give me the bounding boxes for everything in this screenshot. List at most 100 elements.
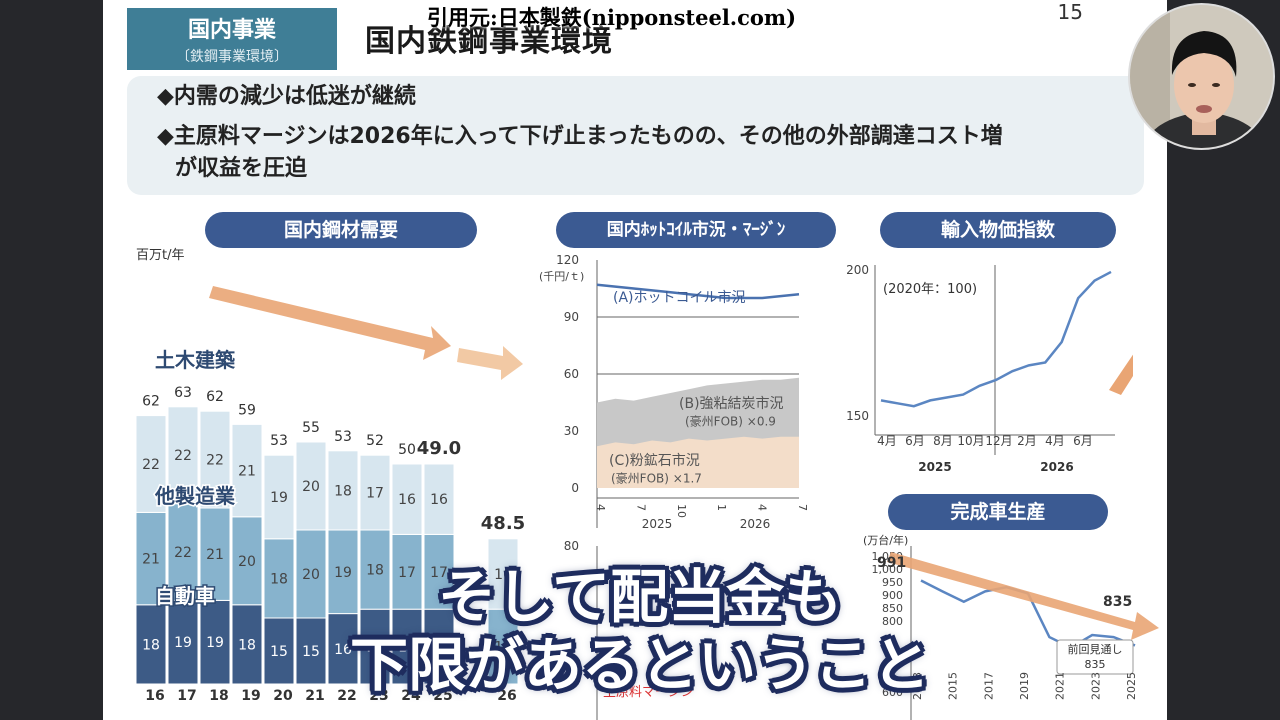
bar-segment [423,533,455,610]
bar-segment [359,608,391,685]
bar-segment [199,599,231,685]
presenter-avatar [1128,3,1275,150]
demand-bar-chart: 18 21 22 62 16 19 22 22 63 17 19 21 22 62 18 18 20 21 59 19… [135,286,525,704]
total-label: 53 [270,433,288,449]
bar-segment [167,406,199,505]
bar-segment [391,608,423,685]
y-tick-label: 850 [882,602,903,615]
x-tick-label: 20 [273,688,293,704]
trend-arrow-2 [457,346,523,380]
x-tick-label: 7 [634,504,647,511]
bar-segment [199,410,231,509]
bar-segment [263,538,295,619]
x-tick-label: 10 [675,504,688,518]
x-tick-label: 2025 [1125,672,1138,700]
forecast-value: 835 [1085,658,1106,671]
bar-segment [295,529,327,619]
x-tick-label: 2023 [1089,672,1102,700]
total-label: 50 [398,442,416,458]
x-tick-label: 26 [497,688,516,704]
x-tick-label: 22 [337,688,356,704]
year-label: 2025 [642,517,673,531]
segment-label: 19 [270,490,288,506]
hotcoil-line [596,283,800,300]
x-tick-label: 25 [433,688,452,704]
chart-import-title: 輸入物価指数 [880,212,1116,248]
series-label: (A)ホットコイル市況 [613,289,746,306]
x-tick-label: 8月 [933,434,953,448]
segment-label: 21 [142,552,160,568]
bar-segment [391,463,423,535]
x-tick-label: 4月 [877,434,897,448]
x-tick-label: 6月 [1073,434,1093,448]
bar-segment [423,608,455,685]
y-tick-label: 800 [882,615,903,628]
trend-arrow [209,286,451,360]
y-tick-label: 600 [882,686,903,699]
segment-label: 18 [270,571,288,587]
x-tick-label: 16 [145,688,164,704]
total-label: 62 [142,394,160,410]
segment-label: 17 [430,640,448,656]
x-tick-label: 12月 [985,434,1012,448]
segment-label: 19 [206,635,224,651]
segment-label: 16 [398,492,416,508]
subtitle-line-1: そして配当金も [437,563,843,631]
badge-line1: 国内事業 [187,18,276,43]
segment-label: 15 [270,644,288,660]
trend-arrow [887,552,1159,640]
y-tick-label: 900 [882,589,903,602]
x-tick-label: 1 [715,504,728,511]
year-label: 2026 [1040,460,1073,474]
segment-label: 21 [238,464,256,480]
y-tick-label: 200 [846,263,869,277]
subtitle-line-2: 下限があるということ [349,631,930,699]
trend-arrow [1109,354,1133,395]
x-tick-label: 2019 [1018,672,1031,700]
y-tick-label: 90 [564,310,579,324]
series-sublabel: (豪州FOB) ×1.7 [611,470,702,485]
hotcoil-line-chart: 0306090120(千円/ｔ)(A)ホットコイル市況(B)強粘結炭市況(豪州F… [539,253,809,720]
segment-label: 18 [334,483,352,499]
y-axis-unit: (千円/ｔ) [539,270,584,283]
import-price-chart: 150 200 (2020年：100) 4月 6月 8月 10月 12月 2月 4月 6月 2025 2… [846,263,1133,474]
x-tick-label: 2015 [947,672,960,700]
segment-label: 17 [430,565,448,581]
year-label: 2025 [918,460,951,474]
iron-ore-area [597,436,799,488]
segment-label: 18 [142,637,160,653]
x-tick-label: 2021 [1054,672,1067,700]
segment-label: 16 [494,567,512,583]
segment-label: 21 [206,547,224,563]
chart-demand-ylabel: 百万t/年 [136,248,185,263]
y-axis-unit: (万台/年) [863,533,908,547]
x-tick-label: 4 [594,504,607,511]
series-label: (C)粉鉱石市況 [609,452,700,469]
value-label: 991 [877,555,906,571]
bar-segment [135,415,167,513]
series-label: 主原料マージン [603,685,694,700]
chart-demand-title: 国内鋼材需要 [205,212,477,248]
bullet-box: ◆内需の減少は低迷が継続 ◆主原料マージンは2026年に入って下げ止まったものの… [127,76,1144,195]
segment-label: 18 [366,563,384,579]
bullet-1: ◆内需の減少は低迷が継続 [157,84,416,109]
x-tick-label: 21 [305,688,324,704]
page-title: 国内鉄鋼事業環境 [365,24,613,59]
page-number: 15 [1057,0,1083,24]
slide: 国内事業 〔鉄鋼事業環境〕 国内鉄鋼事業環境 15 ◆内需の減少は低迷が継続 ◆… [103,0,1167,720]
total-label: 55 [302,420,320,436]
segment-label: 18 [238,637,256,653]
x-tick-label: 4月 [1045,434,1065,448]
value-label: 835 [1103,594,1132,610]
y-tick-label: 150 [846,409,869,423]
total-label: 52 [366,433,384,449]
segment-label: 17 [398,640,416,656]
total-label: 63 [174,385,192,401]
x-tick-label: 2月 [1017,434,1037,448]
forecast-label: 前回見通し [1068,642,1123,656]
segment-label: 20 [302,567,320,583]
y-tick-label: 60 [564,367,579,381]
bar-segment [295,441,327,531]
series-label: 土木建築 [155,348,236,372]
x-tick-label: 2017 [982,672,995,700]
